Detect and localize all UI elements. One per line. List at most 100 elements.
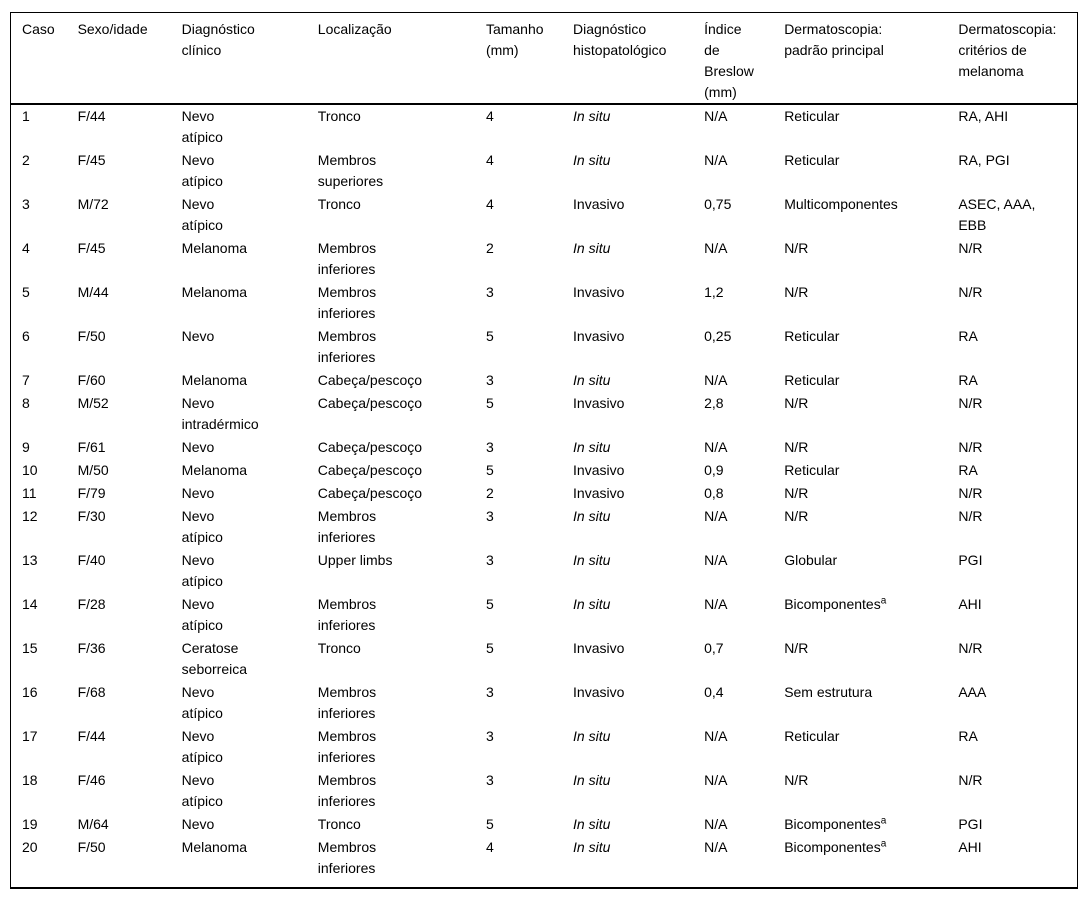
- cell-text: Multicomponentes: [784, 194, 898, 215]
- cell-diagnostico_histopatologico: In situ: [573, 593, 704, 637]
- table-row: 14 F/28 Nevo atípico Membros inferiores 5 In …: [11, 593, 1078, 637]
- cell-indice_breslow_mm: N/A: [704, 769, 784, 813]
- cell-dermatoscopia_padrao_principal: Globular: [784, 549, 958, 593]
- pattern-text: Sem estrutura: [784, 684, 873, 700]
- cell-localizacao: Cabeça/pescoço: [318, 369, 486, 392]
- cell-text: Melanoma: [181, 462, 248, 478]
- cell-text: Invasivo: [573, 462, 625, 478]
- cell-diagnostico_histopatologico: Invasivo: [573, 193, 704, 237]
- cell-diagnostico_clinico: Nevo: [182, 482, 318, 505]
- cell-text: 19: [22, 816, 38, 832]
- cell-text: M/72: [77, 196, 109, 212]
- cell-text: 12: [22, 508, 38, 524]
- cell-text: RA: [958, 328, 978, 344]
- cell-text: Bicomponentesa: [784, 594, 886, 615]
- cell-text: F/50: [77, 328, 106, 344]
- cell-text: Invasivo: [573, 640, 625, 656]
- cell-text: N/R: [958, 439, 983, 455]
- cell-text: RA: [958, 728, 978, 744]
- cell-indice_breslow_mm: N/A: [704, 836, 784, 888]
- pattern-text: Bicomponentes: [784, 839, 881, 855]
- cell-sexo_idade: M/50: [78, 459, 182, 482]
- cell-tamanho_mm: 3: [486, 769, 573, 813]
- cell-text: M/64: [77, 816, 109, 832]
- cell-text: Invasivo: [573, 328, 625, 344]
- cell-text: F/79: [77, 485, 106, 501]
- table-row: 10 M/50 Melanoma Cabeça/pescoço 5 Invasivo 0,9…: [11, 459, 1078, 482]
- cell-diagnostico_histopatologico: In situ: [573, 769, 704, 813]
- cell-text: RA, PGI: [958, 152, 1010, 168]
- cell-sexo_idade: F/45: [78, 149, 182, 193]
- table-row: 8 M/52 Nevo intradérmico Cabeça/pescoço 5 Inv…: [11, 392, 1078, 436]
- cell-dermatoscopia_criterios_melanoma: N/R: [958, 281, 1077, 325]
- cell-text: Membros inferiores: [317, 684, 377, 721]
- cell-text: 2: [485, 240, 494, 256]
- cell-indice_breslow_mm: N/A: [704, 104, 784, 149]
- cell-text: Invasivo: [573, 196, 625, 212]
- cell-sexo_idade: M/52: [78, 392, 182, 436]
- cell-text: In situ: [573, 839, 611, 855]
- cell-text: Membros inferiores: [317, 508, 377, 545]
- cell-diagnostico_clinico: Nevo: [182, 813, 318, 836]
- cell-text: Membros inferiores: [317, 728, 377, 765]
- cell-localizacao: Upper limbs: [318, 549, 486, 593]
- cell-tamanho_mm: 3: [486, 505, 573, 549]
- cell-text: Cabeça/pescoço: [317, 462, 423, 478]
- pattern-text: Reticular: [784, 108, 840, 124]
- cell-localizacao: Membros inferiores: [318, 836, 486, 888]
- cell-text: Sem estrutura: [784, 682, 872, 703]
- cell-sexo_idade: F/79: [78, 482, 182, 505]
- pattern-text: N/R: [784, 240, 809, 256]
- column-header-dermatoscopia_criterios_melanoma: Dermatoscopia: critérios de melanoma: [958, 12, 1078, 105]
- pattern-text: Globular: [784, 552, 838, 568]
- cell-caso: 19: [11, 813, 78, 836]
- cell-diagnostico_clinico: Nevo intradérmico: [182, 392, 318, 436]
- cell-diagnostico_clinico: Nevo atípico: [182, 104, 318, 149]
- cell-tamanho_mm: 5: [486, 813, 573, 836]
- cell-text: In situ: [573, 508, 611, 524]
- cell-text: N/R: [784, 282, 808, 303]
- cell-text: Nevo intradérmico: [181, 395, 259, 432]
- cell-dermatoscopia_padrao_principal: N/R: [784, 436, 958, 459]
- cell-text: F/68: [77, 684, 106, 700]
- footnote-marker: a: [880, 838, 887, 850]
- cell-text: Nevo: [181, 485, 215, 501]
- cell-caso: 20: [11, 836, 78, 888]
- cell-diagnostico_histopatologico: In situ: [573, 369, 704, 392]
- cell-text: 0,75: [704, 196, 732, 212]
- cell-caso: 3: [11, 193, 78, 237]
- cell-diagnostico_clinico: Melanoma: [182, 281, 318, 325]
- cell-indice_breslow_mm: N/A: [704, 725, 784, 769]
- cell-indice_breslow_mm: 0,9: [704, 459, 784, 482]
- cell-tamanho_mm: 2: [486, 237, 573, 281]
- cell-text: Globular: [784, 550, 837, 571]
- cell-tamanho_mm: 3: [486, 369, 573, 392]
- cell-text: N/A: [704, 372, 728, 388]
- cell-sexo_idade: F/45: [78, 237, 182, 281]
- cell-sexo_idade: F/30: [78, 505, 182, 549]
- cell-localizacao: Tronco: [318, 813, 486, 836]
- cell-text: N/A: [704, 152, 728, 168]
- cell-dermatoscopia_criterios_melanoma: RA: [958, 459, 1077, 482]
- cell-indice_breslow_mm: N/A: [704, 813, 784, 836]
- cell-diagnostico_clinico: Melanoma: [182, 237, 318, 281]
- cell-text: 11: [22, 485, 37, 501]
- cell-text: 2: [22, 152, 30, 168]
- cell-caso: 17: [11, 725, 78, 769]
- cell-text: 13: [22, 552, 38, 568]
- cell-text: 16: [22, 684, 38, 700]
- cell-text: Membros inferiores: [317, 328, 377, 365]
- cell-caso: 16: [11, 681, 78, 725]
- column-header-diagnostico_clinico: Diagnóstico clínico: [181, 12, 318, 105]
- cell-text: N/A: [704, 728, 728, 744]
- cell-diagnostico_histopatologico: In situ: [573, 104, 704, 149]
- cell-text: N/A: [704, 108, 728, 124]
- cell-caso: 7: [11, 369, 78, 392]
- cell-text: Nevo: [181, 439, 215, 455]
- table-row: 19 M/64 Nevo Tronco 5 In situ N/A Bicomponentes…: [11, 813, 1078, 836]
- column-header-label: Caso: [22, 21, 55, 37]
- cell-localizacao: Tronco: [318, 637, 486, 681]
- cell-text: 4: [22, 240, 30, 256]
- cell-text: 3: [485, 284, 494, 300]
- table-row: 9 F/61 Nevo Cabeça/pescoço 3 In situ N/A N/R N/R: [11, 436, 1078, 459]
